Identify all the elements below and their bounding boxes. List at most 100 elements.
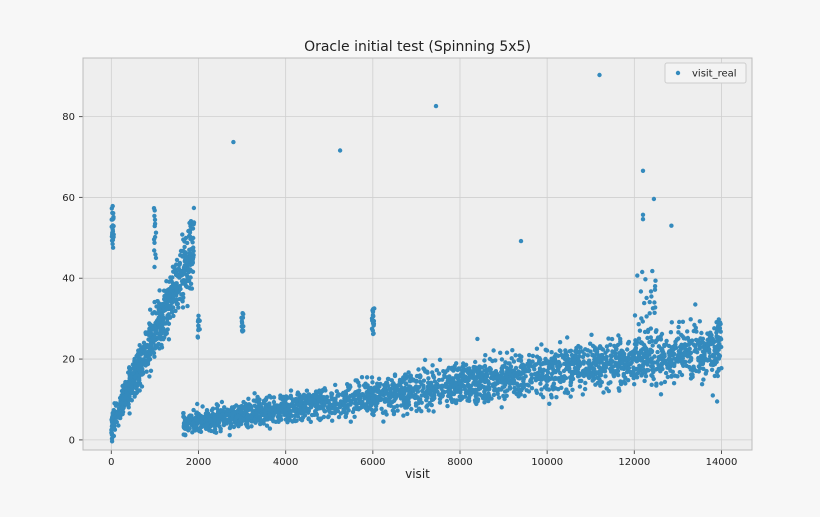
data-point <box>113 403 119 408</box>
data-point <box>148 341 153 346</box>
data-point <box>696 369 701 374</box>
data-point <box>151 337 157 342</box>
data-point <box>138 352 143 357</box>
data-point <box>636 336 642 341</box>
data-point <box>336 414 342 420</box>
data-point <box>712 361 718 367</box>
data-point-outlier <box>597 72 602 78</box>
data-point <box>487 356 493 362</box>
data-point <box>502 396 507 402</box>
data-point <box>665 374 670 380</box>
data-point <box>583 369 588 374</box>
data-point <box>691 364 696 369</box>
data-point <box>626 361 632 366</box>
data-point <box>139 372 145 377</box>
data-point <box>539 387 544 392</box>
data-point <box>333 382 338 388</box>
data-point <box>614 355 619 360</box>
data-point <box>278 393 283 398</box>
data-point <box>514 391 519 397</box>
data-point <box>624 369 630 375</box>
data-point <box>161 317 166 323</box>
data-point <box>614 346 619 351</box>
data-point <box>129 386 134 392</box>
data-point <box>613 369 619 374</box>
data-point <box>502 363 507 368</box>
data-point <box>174 271 179 277</box>
data-point <box>652 300 657 305</box>
data-point <box>253 410 259 416</box>
data-point-outlier <box>640 212 646 217</box>
data-point <box>690 374 695 380</box>
data-point <box>664 338 669 344</box>
data-point-outlier <box>231 139 236 145</box>
data-point <box>453 381 459 387</box>
data-point <box>658 392 664 397</box>
data-point <box>152 223 157 229</box>
data-point <box>437 357 443 362</box>
data-point-outlier <box>714 399 720 404</box>
data-point <box>133 382 138 387</box>
data-point <box>369 402 374 408</box>
data-point <box>401 399 406 404</box>
data-point <box>559 374 564 380</box>
data-point <box>184 254 189 259</box>
data-point <box>642 378 647 384</box>
data-point-outlier <box>433 103 439 109</box>
data-point <box>389 378 394 383</box>
data-point <box>697 319 702 324</box>
data-point <box>606 381 611 386</box>
data-point <box>405 411 410 417</box>
data-point <box>649 349 654 355</box>
data-point <box>460 364 465 370</box>
data-point <box>232 409 238 415</box>
plot-frame <box>82 57 753 451</box>
data-point-outlier <box>518 238 524 244</box>
data-point <box>493 358 498 363</box>
data-point <box>647 311 652 316</box>
data-point <box>473 376 479 382</box>
data-point <box>185 240 190 246</box>
data-point <box>693 344 698 349</box>
data-point <box>482 358 487 363</box>
data-point <box>567 349 572 354</box>
data-point <box>203 411 209 416</box>
data-point <box>153 230 159 235</box>
data-point <box>169 310 175 315</box>
data-point <box>648 335 653 340</box>
data-point <box>491 392 497 398</box>
data-point <box>594 350 599 356</box>
x-tick-label: 6000 <box>360 457 385 468</box>
x-tick-label: 12000 <box>618 457 650 468</box>
data-point <box>398 394 404 399</box>
data-point <box>683 359 688 365</box>
data-point <box>495 391 500 396</box>
data-point <box>529 372 534 377</box>
data-point <box>633 345 639 351</box>
data-point <box>499 357 505 362</box>
data-point <box>150 326 155 331</box>
data-point <box>188 251 193 256</box>
data-point <box>281 394 286 400</box>
data-point <box>558 379 563 385</box>
data-point <box>642 369 648 374</box>
data-point <box>577 350 582 355</box>
data-point <box>469 375 475 380</box>
data-point <box>577 360 582 365</box>
data-point-outlier <box>475 336 480 342</box>
data-point <box>462 374 467 379</box>
data-point <box>347 398 353 403</box>
data-point <box>427 389 433 395</box>
data-point <box>306 408 311 413</box>
data-point <box>623 375 628 380</box>
data-point <box>596 358 602 363</box>
data-point <box>598 383 603 388</box>
data-point <box>162 301 167 306</box>
data-point <box>613 351 618 356</box>
data-point <box>603 350 608 355</box>
data-point <box>498 387 504 392</box>
data-point <box>686 341 692 347</box>
data-point <box>544 368 550 373</box>
data-point <box>526 368 531 374</box>
data-point <box>554 395 559 400</box>
